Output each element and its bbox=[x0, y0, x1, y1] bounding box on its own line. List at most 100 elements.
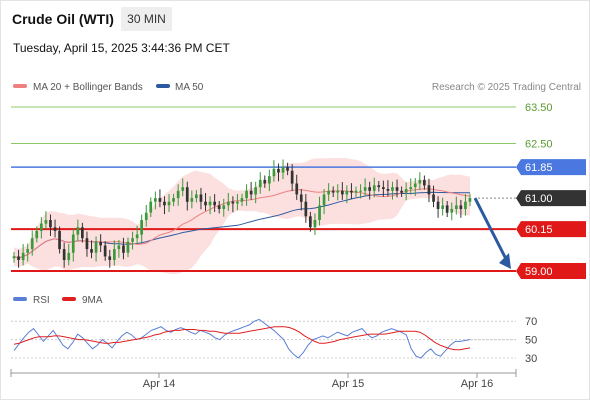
candle-body bbox=[341, 190, 344, 195]
candle-body bbox=[208, 201, 212, 206]
rsi-layer: 70 50 30 bbox=[11, 316, 537, 365]
projection-arrow-head bbox=[499, 252, 511, 269]
legend-rsi-swatch bbox=[13, 297, 27, 301]
candle-body bbox=[345, 190, 349, 195]
timestamp: Tuesday, April 15, 2025 3:44:36 PM CET bbox=[13, 41, 230, 55]
candle-body bbox=[135, 234, 139, 239]
credit-text: Research © 2025 Trading Central bbox=[432, 82, 581, 93]
level-label-60.15: 60.15 bbox=[525, 224, 553, 236]
candle-body bbox=[71, 234, 75, 253]
price-layer: 63.50 62.50 61.85 61.00 60.15 59.00 bbox=[11, 102, 586, 279]
candle-body bbox=[113, 249, 116, 260]
candle-body bbox=[377, 185, 381, 188]
rsi-series-rsi bbox=[13, 318, 471, 359]
candle-body bbox=[99, 241, 102, 246]
candle-body bbox=[149, 201, 153, 213]
level-label-61.00: 61.00 bbox=[525, 193, 553, 205]
candle-body bbox=[195, 194, 198, 199]
candle-body bbox=[76, 227, 80, 235]
candle-body bbox=[222, 205, 226, 209]
legend-rsi-label: RSI bbox=[33, 295, 50, 306]
candle-body bbox=[67, 252, 71, 261]
candle-body bbox=[459, 205, 463, 209]
candle-body bbox=[436, 201, 440, 209]
candle-body bbox=[331, 190, 335, 193]
level-tag-59.00 bbox=[516, 262, 586, 279]
candle-body bbox=[450, 209, 454, 213]
candle-body bbox=[304, 201, 308, 217]
projection-arrow bbox=[473, 197, 509, 262]
level-label-62.50: 62.50 bbox=[525, 138, 553, 150]
candle-body bbox=[240, 198, 244, 202]
x-tick-label: Apr 15 bbox=[332, 378, 364, 390]
candle-body bbox=[391, 187, 394, 191]
candle-body bbox=[190, 198, 194, 202]
candle-body bbox=[409, 187, 413, 189]
instrument-title: Crude Oil (WTI) bbox=[12, 11, 114, 27]
candle-body bbox=[26, 249, 29, 253]
timeframe-badge[interactable]: 30 MIN bbox=[121, 7, 172, 31]
candle-body bbox=[354, 190, 358, 193]
candle-body bbox=[103, 245, 107, 257]
candle-body bbox=[336, 190, 340, 193]
candle-body bbox=[40, 223, 43, 231]
legend-ma20-label: MA 20 + Bollinger Bands bbox=[33, 82, 143, 93]
legend-9ma-label: 9MA bbox=[82, 295, 103, 306]
candle-body bbox=[163, 201, 166, 206]
candle-body bbox=[313, 220, 317, 228]
candle-body bbox=[263, 179, 267, 184]
candle-body bbox=[277, 168, 280, 173]
candle-body bbox=[44, 220, 48, 224]
rsi-tick-label: 50 bbox=[525, 335, 537, 347]
candle-body bbox=[350, 190, 353, 193]
legend-ma50-swatch bbox=[156, 84, 170, 88]
candle-body bbox=[368, 187, 371, 191]
candle-body bbox=[185, 187, 189, 202]
candle-body bbox=[144, 212, 148, 220]
candle-body bbox=[204, 201, 207, 206]
candle-body bbox=[231, 201, 235, 204]
candle-body bbox=[245, 190, 248, 199]
candle-body bbox=[359, 190, 362, 192]
candle-body bbox=[85, 238, 89, 250]
candle-body bbox=[441, 205, 444, 209]
candle-body bbox=[172, 198, 175, 202]
candle-body bbox=[12, 256, 16, 259]
candle-body bbox=[423, 179, 426, 186]
candle-body bbox=[455, 205, 458, 209]
candle-body bbox=[445, 205, 449, 213]
candle-body bbox=[199, 194, 203, 202]
candle-body bbox=[140, 220, 143, 235]
candle-body bbox=[30, 238, 34, 250]
rsi-tick-label: 70 bbox=[525, 316, 537, 328]
level-tag-61.00 bbox=[516, 190, 586, 207]
candle-body bbox=[108, 256, 112, 260]
candle-body bbox=[213, 201, 216, 206]
candle-body bbox=[49, 220, 52, 228]
candle-body bbox=[176, 190, 180, 199]
candle-body bbox=[81, 227, 84, 239]
candle-body bbox=[468, 198, 472, 202]
x-axis: Apr 14 Apr 15 Apr 16 bbox=[10, 369, 517, 390]
candle-body bbox=[318, 205, 321, 220]
candle-body bbox=[122, 245, 125, 253]
candle-body bbox=[322, 194, 326, 206]
candle-body bbox=[272, 168, 276, 177]
level-tag-61.85 bbox=[516, 159, 586, 176]
candle-body bbox=[117, 245, 121, 250]
candle-body bbox=[17, 256, 20, 260]
level-label-63.50: 63.50 bbox=[525, 102, 553, 114]
candle-body bbox=[217, 205, 221, 209]
candle-body bbox=[372, 185, 376, 191]
legend-ma50-label: MA 50 bbox=[175, 82, 204, 93]
candle-body bbox=[21, 252, 25, 261]
candle-body bbox=[413, 183, 417, 188]
candle-body bbox=[126, 241, 130, 253]
x-tick-label: Apr 16 bbox=[461, 378, 493, 390]
candle-body bbox=[418, 179, 422, 184]
candle-body bbox=[181, 187, 185, 191]
candle-body bbox=[290, 170, 294, 184]
candle-body bbox=[158, 198, 162, 202]
rsi-series-9ma bbox=[13, 326, 471, 351]
candle-body bbox=[295, 183, 299, 195]
